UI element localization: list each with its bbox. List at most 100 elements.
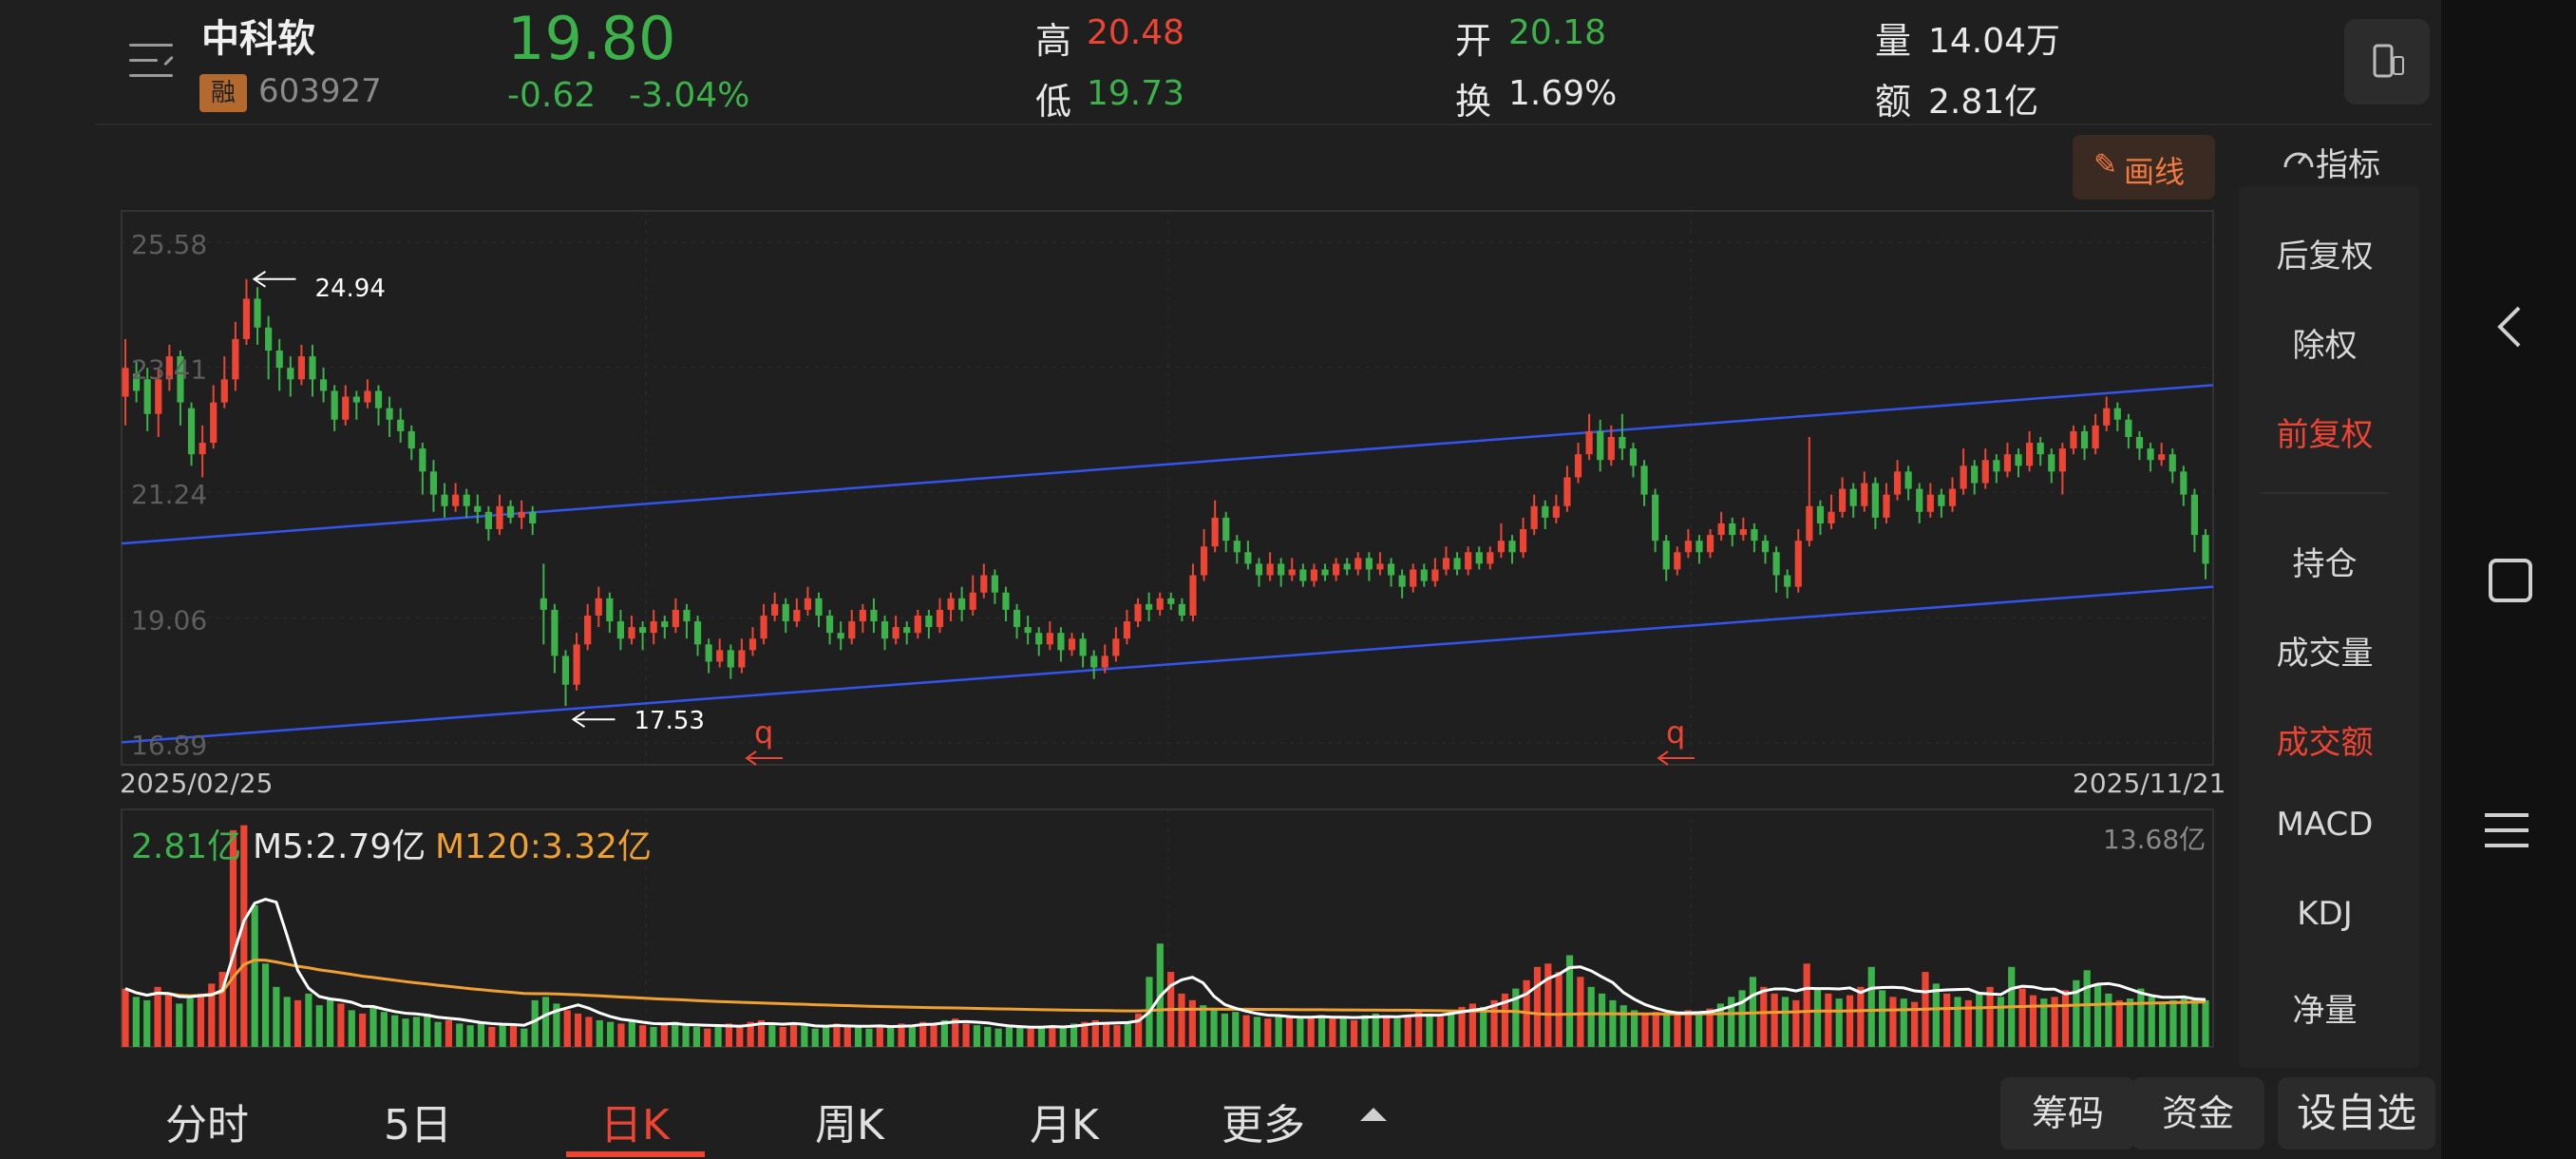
side-item-volume[interactable]: 成交量 <box>2276 635 2374 673</box>
candle-body <box>540 598 547 610</box>
candle-body <box>573 644 580 685</box>
kline-chart[interactable]: 25.58 23.41 21.24 19.06 16.89 24.94 17.53 q q <box>0 0 2232 1064</box>
volume-bar <box>843 1025 851 1047</box>
volume-bar <box>692 1026 700 1047</box>
volume-bar <box>1878 990 1886 1047</box>
candle-body <box>1794 541 1802 587</box>
candle-body <box>1376 563 1384 570</box>
side-item-backward-adjusted[interactable]: 后复权 <box>2276 238 2374 276</box>
candle-body <box>1519 529 1527 553</box>
tab-5day[interactable]: 5日 <box>384 1101 452 1150</box>
funds-button[interactable]: 资金 <box>2131 1077 2264 1150</box>
volume-bar <box>251 904 258 1047</box>
candle-body <box>2070 430 2077 449</box>
active-tab-indicator <box>566 1151 705 1157</box>
volume-bar <box>1059 1026 1067 1047</box>
volume-bar <box>2051 997 2058 1047</box>
candle-body <box>1652 494 1659 542</box>
volume-bar <box>2180 997 2188 1047</box>
side-item-forward-adjusted[interactable]: 前复权 <box>2276 416 2374 454</box>
volume-bar <box>305 993 313 1047</box>
amount-label: 额 <box>1875 81 1912 123</box>
candle-body <box>2103 408 2111 426</box>
candle-body <box>1266 563 1274 576</box>
candle-body <box>1861 483 1868 506</box>
tab-more[interactable]: 更多 <box>1222 1101 1305 1150</box>
tab-monthly-k[interactable]: 月K <box>1030 1101 1099 1150</box>
candle-body <box>661 621 669 628</box>
landscape-toggle-button[interactable] <box>2344 19 2430 104</box>
back-icon[interactable] <box>2481 298 2538 355</box>
indicator-label: 指标 <box>2316 146 2380 184</box>
menu-icon[interactable] <box>129 42 175 80</box>
candle-body <box>1674 552 1681 570</box>
candle-body <box>1926 494 1934 512</box>
volume-bar <box>984 1026 992 1047</box>
candle-body <box>914 615 921 634</box>
candle-body <box>2147 448 2154 461</box>
volume-bar <box>2191 998 2199 1047</box>
caret-up-icon[interactable] <box>1360 1108 1387 1121</box>
candle-body <box>1816 505 1825 523</box>
volume-bar <box>434 1021 442 1047</box>
candle-body <box>561 656 570 685</box>
side-item-macd[interactable]: MACD <box>2276 806 2374 844</box>
chips-button[interactable]: 筹码 <box>2000 1077 2135 1150</box>
volume-bar <box>1964 999 1972 1047</box>
add-watchlist-button[interactable]: 设自选 <box>2278 1077 2435 1150</box>
candle-body <box>1542 505 1549 518</box>
tab-intraday[interactable]: 分时 <box>165 1101 249 1150</box>
volume-bar <box>412 1016 420 1047</box>
candle-body <box>1278 563 1285 576</box>
side-item-turnover-amount[interactable]: 成交额 <box>2276 724 2374 762</box>
side-item-kdj[interactable]: KDJ <box>2297 895 2353 933</box>
volume-bar <box>466 1025 474 1047</box>
candle-body <box>452 494 460 506</box>
side-item-net-volume[interactable]: 净量 <box>2292 992 2358 1030</box>
volume-bar <box>1242 1015 1250 1047</box>
volume-bar <box>1480 1006 1487 1047</box>
volume-bar <box>315 1005 323 1047</box>
volume-bar <box>164 995 172 1047</box>
candle-body <box>2048 454 2055 472</box>
candle-body <box>1211 517 1219 547</box>
home-icon[interactable] <box>2489 559 2532 602</box>
volume-bar <box>1285 1016 1294 1047</box>
recents-icon[interactable] <box>2485 809 2529 853</box>
candle-body <box>991 575 998 593</box>
volume-bar <box>553 1003 560 1047</box>
side-item-holdings[interactable]: 持仓 <box>2292 545 2358 583</box>
event-marker-label: q <box>1666 714 1685 750</box>
volume-bar <box>1674 1013 1681 1047</box>
volume-bar <box>725 1023 733 1047</box>
draw-line-button[interactable]: ✎ 画线 <box>2073 135 2215 200</box>
volume-bar <box>531 999 539 1047</box>
candle-body <box>1772 552 1780 576</box>
turnover-value: 1.69% <box>1508 74 1618 113</box>
start-date: 2025/02/25 <box>120 768 274 799</box>
volume-bar <box>811 1028 819 1047</box>
open-label: 开 <box>1455 20 1492 62</box>
side-menu-divider <box>2261 492 2389 494</box>
indicator-button[interactable]: 指标 <box>2272 133 2405 184</box>
volume-bar <box>1188 999 1196 1047</box>
candle-body <box>1761 541 1770 553</box>
channel-upper-line <box>121 384 2214 545</box>
candle-body <box>1993 460 2000 472</box>
volume-bar <box>672 1021 679 1047</box>
side-item-ex-rights[interactable]: 除权 <box>2292 327 2358 365</box>
candle-body <box>2202 535 2209 564</box>
candle-body <box>1013 609 1021 628</box>
tab-daily-k[interactable]: 日K <box>600 1101 670 1150</box>
volume-bar <box>1383 1016 1391 1047</box>
y-tick-label: 23.41 <box>131 354 207 386</box>
candle-body <box>2180 471 2188 495</box>
volume-bar <box>2061 990 2070 1047</box>
max-marker-label: 24.94 <box>314 275 385 303</box>
candle-body <box>1871 483 1879 518</box>
candle-body <box>1585 430 1593 455</box>
tab-weekly-k[interactable]: 周K <box>815 1101 884 1150</box>
volume-bar <box>186 998 194 1047</box>
volume-bar <box>359 1013 367 1047</box>
candle-body <box>1465 552 1472 570</box>
